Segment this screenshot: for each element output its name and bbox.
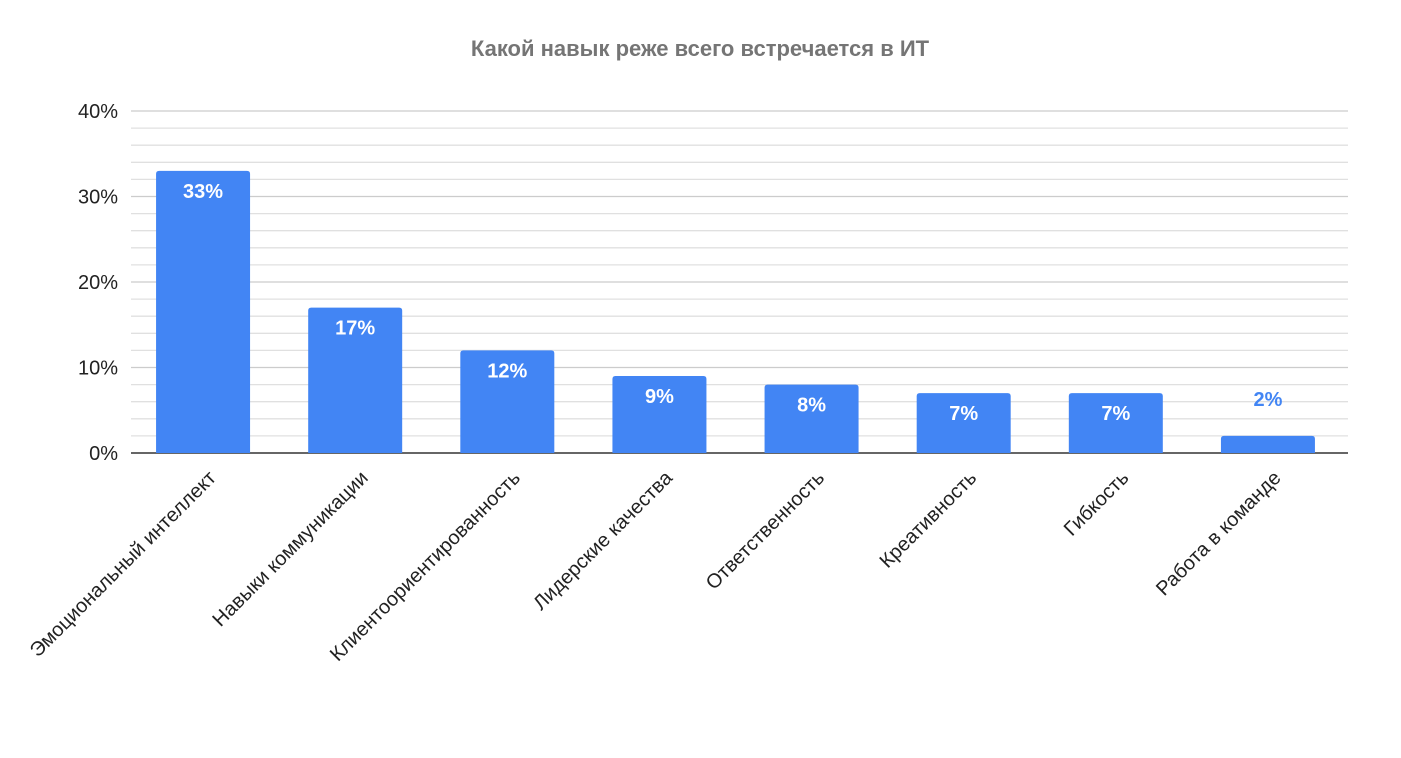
y-tick-label: 30% — [78, 187, 118, 209]
chart-title: Какой навык реже всего встречается в ИТ — [471, 36, 930, 61]
x-tick-label: Работа в команде — [1152, 467, 1285, 600]
data-label: 8% — [797, 395, 826, 417]
bar — [764, 384, 859, 453]
x-tick-label: Лидерские качества — [529, 466, 677, 614]
bar — [156, 170, 251, 453]
bar — [612, 376, 707, 453]
bar — [460, 350, 555, 453]
bar — [308, 307, 403, 453]
x-tick-label: Креативность — [876, 467, 982, 573]
data-label: 7% — [1101, 403, 1130, 425]
y-tick-label: 40% — [78, 101, 118, 123]
data-label: 2% — [1253, 389, 1282, 411]
y-tick-label: 0% — [89, 443, 118, 465]
data-label: 9% — [645, 386, 674, 408]
bar — [1220, 435, 1315, 453]
y-tick-label: 10% — [78, 358, 118, 380]
y-tick-label: 20% — [78, 272, 118, 294]
data-label: 33% — [183, 181, 223, 203]
x-tick-label: Гибкость — [1060, 467, 1134, 541]
bar — [916, 393, 1011, 453]
x-tick-label: Ответственность — [702, 467, 829, 594]
data-label: 12% — [487, 360, 527, 382]
data-label: 17% — [335, 318, 375, 340]
data-label: 7% — [949, 403, 978, 425]
x-tick-label: Эмоциональный интеллект — [26, 467, 221, 662]
x-tick-label: Навыки коммуникации — [209, 467, 373, 631]
bar — [1068, 393, 1163, 453]
